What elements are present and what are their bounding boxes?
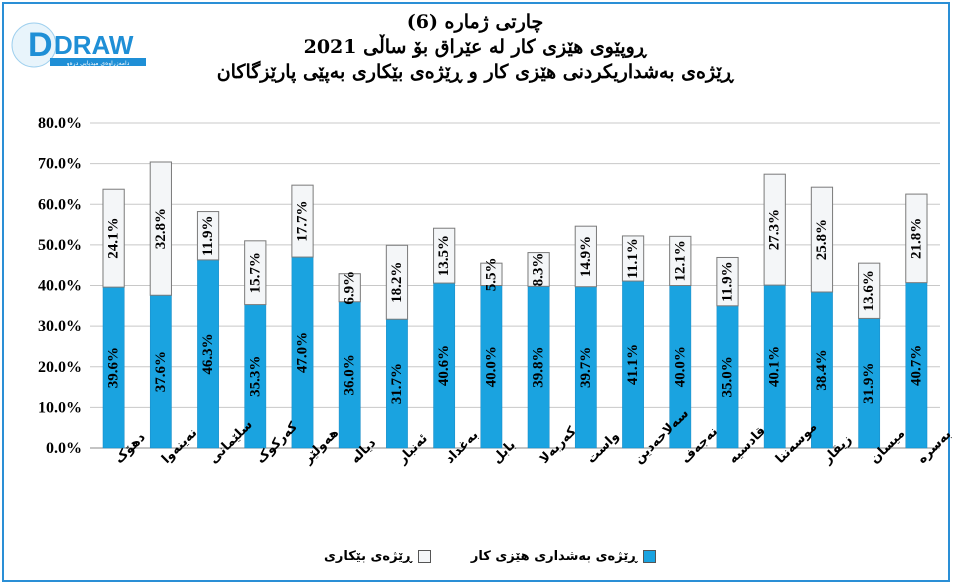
bars: [102, 161, 928, 449]
y-tick-label: 40.0%: [38, 278, 82, 295]
data-label-unemployment: 11.1%: [625, 238, 641, 278]
legend-swatch-participation: [643, 549, 657, 563]
data-label-unemployment: 15.7%: [247, 252, 263, 293]
chart-title-block: چارتی ژمارە (6) ڕوپێوی هێزی کار لە عێراق…: [150, 10, 800, 85]
data-label-participation: 31.9%: [861, 363, 877, 404]
data-label-unemployment: 17.7%: [295, 200, 311, 241]
data-label-participation: 39.8%: [531, 347, 547, 388]
logo-subtext: دامەزراوەی میدیایی درەو: [66, 60, 130, 67]
data-label-participation: 36.0%: [342, 354, 358, 395]
data-labels: 39.6% 24.1% 37.6% 32.8% 46.3% 11.9% 35.3% 15.7%…: [106, 200, 925, 404]
data-label-unemployment: 12.1%: [672, 240, 688, 281]
data-label-unemployment: 11.9%: [720, 261, 736, 301]
data-label-participation: 41.1%: [625, 344, 641, 385]
chart-title-line-3: ڕێژەی بەشداریکردنی هێزی کار و ڕێژەی بێکا…: [216, 61, 734, 83]
y-tick-label: 80.0%: [38, 115, 82, 132]
bar-unemployment: [244, 240, 267, 306]
logo-mark: D: [28, 26, 53, 64]
y-tick-label: 60.0%: [38, 196, 82, 213]
legend-label-unemployment: ڕێژەی بێکاری: [323, 548, 412, 564]
bar-unemployment: [810, 186, 834, 293]
bar-unemployment: [149, 161, 172, 296]
bar-unemployment: [385, 244, 409, 320]
chart-title-line-1: چارتی ژمارە (6): [406, 11, 544, 33]
data-label-unemployment: 14.9%: [578, 236, 594, 277]
data-label-participation: 39.6%: [106, 347, 122, 388]
legend-item-participation: ڕێژەی بەشداری هێزی کار: [470, 548, 657, 564]
legend: ڕێژەی بەشداری هێزی کار ڕێژەی بێکاری: [300, 543, 680, 569]
data-label-unemployment: 24.1%: [106, 218, 122, 259]
logo-text: DRAW: [54, 30, 134, 60]
data-label-unemployment: 11.9%: [200, 216, 216, 256]
data-label-unemployment: 27.3%: [767, 209, 783, 250]
data-label-participation: 40.0%: [672, 346, 688, 387]
legend-label-participation: ڕێژەی بەشداری هێزی کار: [470, 548, 638, 564]
data-label-participation: 40.6%: [436, 345, 452, 386]
y-tick-label: 20.0%: [38, 359, 82, 376]
bar-unemployment: [527, 252, 550, 287]
data-label-participation: 40.7%: [908, 345, 924, 386]
bar-unemployment: [858, 262, 881, 319]
data-label-unemployment: 32.8%: [153, 208, 169, 249]
y-tick-label: 10.0%: [38, 399, 82, 416]
draw-logo: D DRAW دامەزراوەی میدیایی درەو: [11, 22, 146, 68]
chart-title-line-2: ڕوپێوی هێزی کار لە عێراق بۆ ساڵی 2021: [303, 36, 647, 58]
legend-item-unemployment: ڕێژەی بێکاری: [324, 549, 431, 564]
data-label-unemployment: 13.5%: [436, 235, 452, 276]
gridlines: [90, 122, 940, 449]
data-label-participation: 47.0%: [295, 332, 311, 373]
data-label-participation: 35.3%: [247, 356, 263, 397]
data-label-unemployment: 6.9%: [342, 271, 358, 305]
bar-unemployment: [905, 193, 928, 284]
data-label-unemployment: 13.6%: [861, 270, 877, 311]
data-label-participation: 40.0%: [483, 346, 499, 387]
data-label-participation: 39.7%: [578, 347, 594, 388]
bar-unemployment: [196, 211, 220, 261]
data-label-participation: 38.4%: [814, 349, 830, 390]
bar-unemployment: [621, 235, 645, 282]
bar-unemployment: [291, 184, 314, 258]
bar-unemployment: [574, 225, 597, 288]
bar-unemployment: [763, 173, 786, 286]
y-tick-label: 50.0%: [38, 237, 82, 254]
data-label-unemployment: 5.5%: [483, 257, 499, 291]
bar-unemployment: [433, 227, 456, 284]
bar-unemployment: [669, 235, 692, 286]
data-label-participation: 46.3%: [200, 333, 216, 374]
bar-unemployment: [716, 256, 739, 307]
data-label-participation: 40.1%: [767, 346, 783, 387]
legend-swatch-unemployment: [417, 549, 431, 563]
bar-unemployment: [338, 273, 361, 303]
data-label-participation: 31.7%: [389, 363, 405, 404]
data-label-unemployment: 8.3%: [531, 253, 547, 287]
data-label-unemployment: 21.8%: [908, 218, 924, 259]
y-axis-ticks: 0.0% 10.0% 20.0% 30.0% 40.0% 50.0% 60.0% 70.0% 8…: [38, 115, 82, 457]
data-label-participation: 37.6%: [153, 351, 169, 392]
y-tick-label: 0.0%: [46, 440, 82, 457]
data-label-unemployment: 18.2%: [389, 262, 405, 303]
bar-unemployment: [102, 188, 125, 288]
y-tick-label: 70.0%: [38, 156, 82, 173]
data-label-participation: 35.0%: [720, 356, 736, 397]
bar-unemployment: [480, 262, 503, 286]
y-tick-label: 30.0%: [38, 318, 82, 335]
data-label-unemployment: 25.8%: [814, 219, 830, 260]
